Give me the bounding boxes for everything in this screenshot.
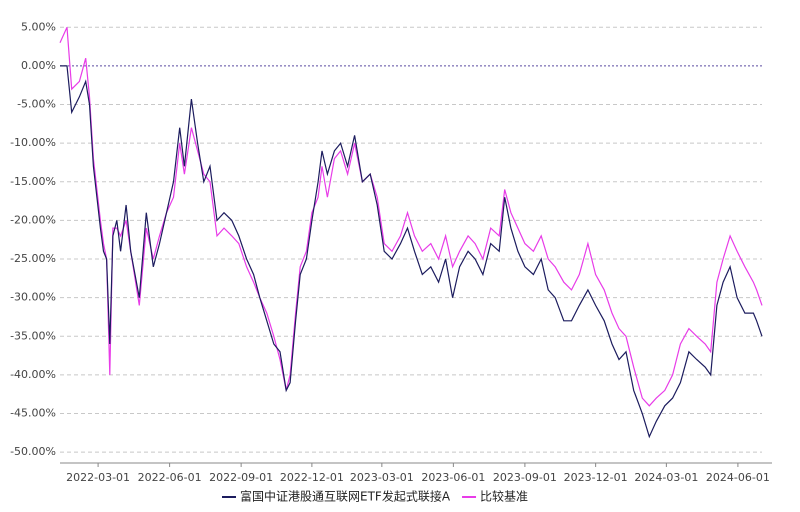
- x-tick-label: 2022-09-01: [209, 471, 273, 484]
- y-tick-label: 5.00%: [21, 20, 56, 33]
- y-tick-label: -5.00%: [17, 98, 56, 111]
- y-tick-label: -30.00%: [10, 291, 56, 304]
- y-tick-label: 0.00%: [21, 59, 56, 72]
- legend-label: 比较基准: [480, 489, 528, 504]
- x-tick-label: 2022-12-01: [280, 471, 344, 484]
- x-tick-label: 2024-03-01: [634, 471, 698, 484]
- y-tick-label: -15.00%: [10, 175, 56, 188]
- y-tick-label: -25.00%: [10, 252, 56, 265]
- x-tick-label: 2022-06-01: [138, 471, 202, 484]
- x-tick-label: 2023-09-01: [493, 471, 557, 484]
- legend-label: 富国中证港股通互联网ETF发起式联接A: [240, 489, 451, 504]
- x-tick-label: 2023-03-01: [350, 471, 414, 484]
- x-tick-label: 2023-12-01: [564, 471, 628, 484]
- y-tick-label: -50.00%: [10, 445, 56, 458]
- y-tick-label: -20.00%: [10, 213, 56, 226]
- y-tick-label: -10.00%: [10, 136, 56, 149]
- x-tick-label: 2022-03-01: [66, 471, 130, 484]
- y-tick-label: -45.00%: [10, 407, 56, 420]
- y-tick-label: -40.00%: [10, 368, 56, 381]
- x-tick-label: 2024-06-01: [706, 471, 770, 484]
- y-tick-label: -35.00%: [10, 329, 56, 342]
- series-line: [60, 65, 763, 439]
- x-tick-label: 2023-06-01: [421, 471, 485, 484]
